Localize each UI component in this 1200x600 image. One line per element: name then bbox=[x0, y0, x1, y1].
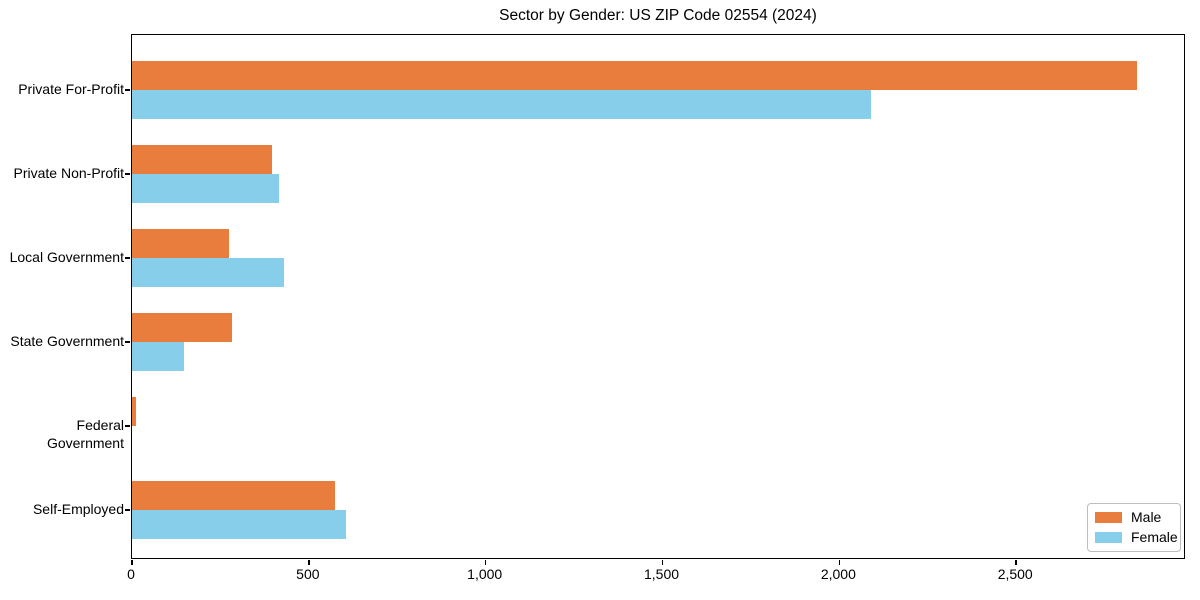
y-tick-mark bbox=[125, 425, 130, 427]
legend-swatch-female-icon bbox=[1095, 532, 1122, 543]
y-tick-mark bbox=[125, 89, 130, 91]
bar-male bbox=[132, 397, 136, 426]
bar-female bbox=[132, 510, 347, 539]
x-axis-tick-label: 0 bbox=[127, 566, 135, 582]
y-axis-label: Private For-Profit bbox=[18, 81, 124, 97]
legend-swatch-male-icon bbox=[1095, 512, 1122, 523]
y-tick-mark bbox=[125, 173, 130, 175]
x-tick-mark bbox=[661, 560, 664, 565]
bar-female bbox=[132, 258, 284, 287]
x-axis-tick-label: 1,000 bbox=[467, 566, 503, 582]
x-tick-mark bbox=[484, 560, 487, 565]
x-axis-tick-label: 2,500 bbox=[997, 566, 1033, 582]
x-tick-mark bbox=[131, 560, 133, 565]
x-tick-mark bbox=[308, 560, 310, 565]
x-axis-tick-label: 1,500 bbox=[644, 566, 680, 582]
bar-male bbox=[132, 229, 230, 258]
x-tick-mark bbox=[1015, 560, 1017, 565]
bar-female bbox=[132, 342, 184, 371]
legend-label-female: Female bbox=[1131, 529, 1178, 545]
x-axis-tick-label: 2,000 bbox=[820, 566, 856, 582]
bar-female bbox=[132, 90, 871, 119]
y-axis-label: Private Non-Profit bbox=[13, 165, 124, 181]
legend-item-male: Male bbox=[1095, 510, 1172, 525]
y-axis-label: State Government bbox=[10, 333, 124, 349]
y-tick-mark bbox=[125, 341, 130, 343]
legend-item-female: Female bbox=[1095, 530, 1178, 545]
bar-female bbox=[132, 174, 279, 203]
bar-male bbox=[132, 313, 232, 342]
bar-male bbox=[132, 61, 1137, 90]
bar-male bbox=[132, 481, 336, 510]
y-tick-mark bbox=[125, 509, 130, 511]
y-axis-label: Self-Employed bbox=[32, 501, 124, 517]
y-axis-label: Federal Government bbox=[46, 417, 124, 451]
y-axis-label: Local Government bbox=[9, 249, 124, 265]
y-tick-mark bbox=[125, 257, 130, 259]
chart-title: Sector by Gender: US ZIP Code 02554 (202… bbox=[499, 7, 817, 24]
plot-area: Male Female bbox=[125, 34, 1185, 565]
x-tick-mark bbox=[838, 560, 841, 565]
legend: Male Female bbox=[1087, 503, 1181, 552]
legend-label-male: Male bbox=[1131, 509, 1162, 525]
bar-male bbox=[132, 145, 273, 174]
x-axis-tick-label: 500 bbox=[296, 566, 320, 582]
